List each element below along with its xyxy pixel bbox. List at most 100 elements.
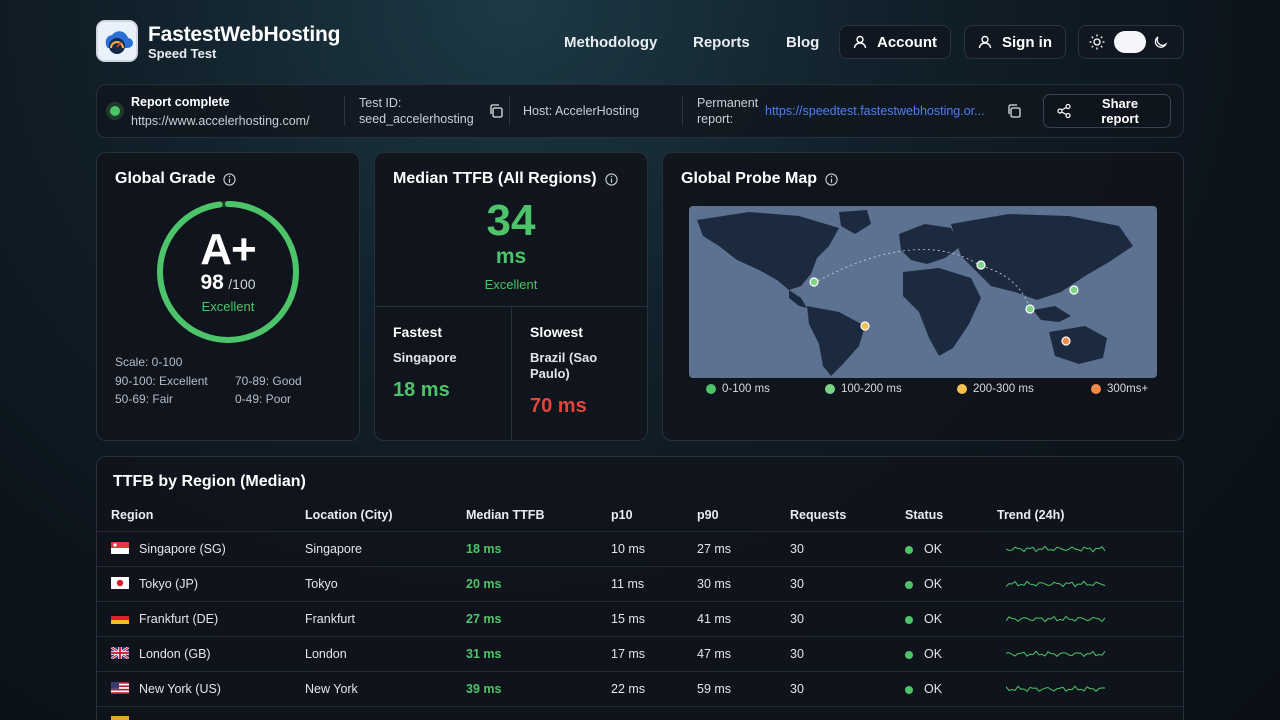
share-report-button[interactable]: Share report (1043, 94, 1171, 128)
greenland-landmass (839, 210, 871, 234)
nav-blog[interactable]: Blog (786, 34, 820, 51)
share-label-line2: report (1101, 111, 1139, 126)
slowest-city: Brazil (Sao (530, 350, 598, 365)
copy-icon[interactable] (488, 103, 504, 119)
row-divider (97, 706, 1183, 707)
median-cell: 18 ms (466, 542, 502, 556)
status-cell: OK (924, 682, 943, 696)
sparkline-path (1006, 650, 1106, 658)
column-header-p90[interactable]: p90 (697, 508, 719, 522)
column-header-median[interactable]: Median TTFB (466, 508, 545, 522)
requests-cell: 30 (790, 542, 804, 556)
africa-landmass (903, 268, 981, 356)
user-icon (978, 35, 992, 49)
column-header-status[interactable]: Status (905, 508, 944, 522)
fastest-label: Fastest (393, 324, 443, 340)
cloud-speedometer-icon (98, 22, 136, 60)
status-cell: OK (924, 542, 943, 556)
median-cell: 20 ms (466, 577, 502, 591)
probe-sydney (1061, 336, 1071, 346)
column-header-region[interactable]: Region (111, 508, 154, 522)
info-icon[interactable] (604, 172, 618, 186)
status-ok-dot (905, 686, 913, 694)
report-status-bar (96, 84, 1184, 138)
map-legend-item: 100-200 ms (825, 383, 902, 395)
trend-sparkline (1006, 685, 1106, 693)
grade-band: 50-69: Fair (115, 392, 174, 406)
report-url: https://www.accelerhosting.com/ (131, 114, 310, 128)
p90-cell: 27 ms (697, 542, 732, 556)
city-cell: Tokyo (305, 577, 338, 591)
map-legend-item: 200-300 ms (957, 383, 1034, 395)
divider (344, 96, 345, 126)
southeast-asia-landmass (1033, 306, 1071, 322)
median-ttfb-label: Excellent (484, 277, 538, 292)
column-header-trend[interactable]: Trend (24h) (997, 508, 1065, 522)
row-divider (97, 671, 1183, 672)
australia-landmass (1049, 326, 1107, 364)
p90-cell: 59 ms (697, 682, 732, 696)
probe-new-york (809, 277, 819, 287)
p90-cell: 47 ms (697, 647, 732, 661)
moon-icon[interactable] (1154, 35, 1168, 49)
info-icon[interactable] (825, 172, 838, 186)
divider (509, 96, 510, 126)
median-ttfb-unit: ms (495, 245, 527, 268)
region-cell: Singapore (SG) (139, 542, 226, 556)
trend-sparkline (1006, 580, 1106, 588)
p90-cell: 41 ms (697, 612, 732, 626)
flag-icon (111, 716, 129, 720)
brand-logo[interactable] (96, 20, 138, 62)
row-divider (97, 601, 1183, 602)
status-cell: OK (924, 577, 943, 591)
status-cell: OK (924, 647, 943, 661)
legend-dot (1091, 384, 1101, 394)
median-ttfb-title: Median TTFB (All Regions) (393, 170, 618, 188)
legend-label: 0-100 ms (722, 383, 770, 395)
brand-title[interactable]: FastestWebHosting (148, 23, 341, 46)
city-cell: London (305, 647, 347, 661)
status-cell: OK (924, 612, 943, 626)
permanent-report-link[interactable]: https://speedtest.fastestwebhosting.or..… (765, 104, 985, 118)
column-header-p10[interactable]: p10 (611, 508, 633, 522)
grade-band: 0-49: Poor (235, 392, 292, 406)
divider (375, 306, 647, 307)
column-header-location[interactable]: Location (City) (305, 508, 393, 522)
account-button[interactable]: Account (839, 25, 951, 59)
status-ok-dot (905, 651, 913, 659)
grade-score-max: /100 (228, 276, 256, 292)
city-cell: Frankfurt (305, 612, 356, 626)
divider (682, 96, 683, 126)
theme-toggle[interactable] (1114, 31, 1146, 53)
host-name: Host: AccelerHosting (523, 104, 640, 118)
brand-subtitle: Speed Test (148, 46, 217, 61)
world-map[interactable] (689, 206, 1157, 378)
flag-icon (111, 541, 129, 559)
city-cell: New York (305, 682, 358, 696)
status-ok-dot (905, 546, 913, 554)
europe-landmass (899, 224, 961, 264)
fastest-value: 18 ms (393, 379, 450, 401)
report-state: Report complete (131, 95, 230, 109)
p10-cell: 17 ms (611, 647, 646, 661)
nav-reports[interactable]: Reports (693, 34, 750, 51)
sun-icon[interactable] (1089, 34, 1105, 50)
copy-icon[interactable] (1006, 103, 1022, 119)
trend-sparkline (1006, 650, 1106, 658)
grade-band: 90-100: Excellent (115, 374, 208, 388)
permanent-label: Permanent (697, 96, 759, 110)
p10-cell: 22 ms (611, 682, 646, 696)
table-title: TTFB by Region (Median) (113, 473, 306, 490)
probe-frankfurt (976, 260, 986, 270)
region-cell: New York (US) (139, 682, 221, 696)
flag-icon (111, 681, 129, 699)
nav-methodology[interactable]: Methodology (564, 34, 658, 51)
info-icon[interactable] (223, 172, 237, 186)
legend-label: 200-300 ms (973, 383, 1034, 395)
signin-button[interactable]: Sign in (964, 25, 1066, 59)
slowest-city-line2: Paulo) (530, 366, 570, 381)
requests-cell: 30 (790, 612, 804, 626)
requests-cell: 30 (790, 647, 804, 661)
status-dot (106, 102, 124, 120)
column-header-requests[interactable]: Requests (790, 508, 847, 522)
